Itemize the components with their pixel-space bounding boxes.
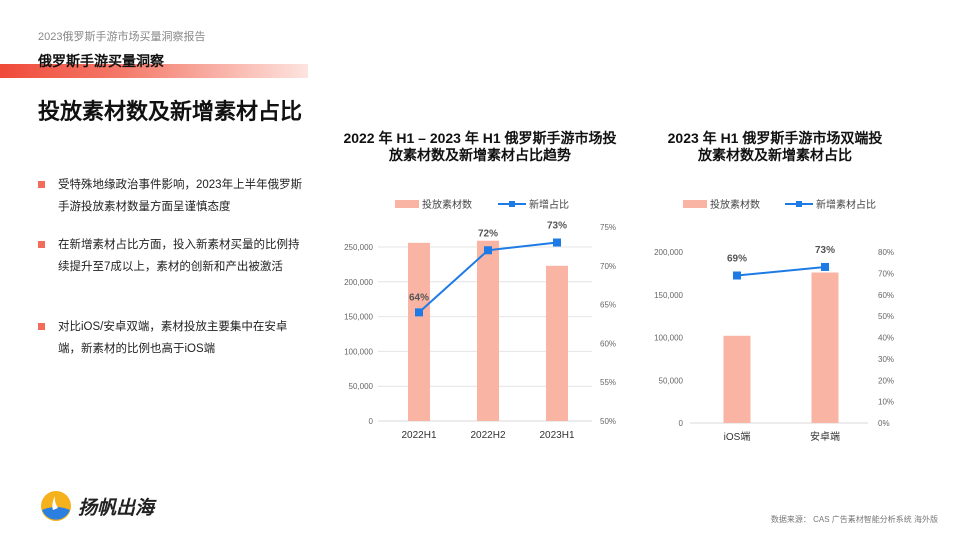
left-tick-label: 50,000 [349, 382, 374, 391]
category-label: 2022H2 [470, 430, 505, 441]
right-tick-label: 40% [878, 334, 894, 343]
left-tick-label: 0 [679, 419, 684, 428]
left-tick-label: 0 [369, 417, 374, 426]
bullet-text: 受特殊地缘政治事件影响，2023年上半年俄罗斯手游投放素材数量方面呈谨慎态度 [58, 179, 303, 213]
logo-text: 扬帆出海 [78, 497, 155, 519]
line-point [553, 238, 561, 247]
data-label: 64% [409, 292, 429, 303]
legend-bar-swatch [395, 200, 419, 208]
left-tick-label: 100,000 [344, 347, 373, 356]
left-tick-label: 150,000 [654, 291, 683, 300]
legend-line-marker [509, 201, 515, 207]
line-series [736, 265, 826, 277]
bullet-marker [38, 181, 45, 188]
right-tick-label: 50% [600, 417, 616, 426]
section-band [0, 64, 308, 78]
right-tick-label: 70% [878, 269, 894, 278]
legend-label: 新增素材占比 [816, 198, 876, 211]
left-tick-label: 150,000 [344, 313, 373, 322]
logo-icon [41, 491, 71, 521]
bar [811, 272, 839, 423]
data-label: 73% [815, 245, 835, 256]
bar [477, 240, 499, 421]
category-label: 2022H1 [401, 430, 436, 441]
right-tick-label: 50% [878, 312, 894, 321]
bullet-item: 在新增素材占比方面，投入新素材买量的比例持续提升至7成以上，素材的创新和产出被激… [38, 234, 308, 278]
legend-label: 投放素材数 [710, 198, 760, 211]
legend-label: 新增占比 [529, 198, 569, 211]
data-label: 69% [727, 254, 747, 265]
data-label: 72% [478, 228, 498, 239]
bullet-text: 在新增素材占比方面，投入新素材买量的比例持续提升至7成以上，素材的创新和产出被激… [58, 239, 300, 273]
left-tick-label: 100,000 [654, 334, 683, 343]
page-title: 投放素材数及新增素材占比 [38, 99, 303, 124]
line-point [484, 246, 492, 255]
data-label: 73% [547, 221, 567, 232]
left-tick-label: 200,000 [344, 278, 373, 287]
right-tick-label: 30% [878, 355, 894, 364]
chart2-title: 2023 年 H1 俄罗斯手游市场双端投放素材数及新增素材占比 [667, 130, 883, 163]
logo: 扬帆出海 [40, 490, 154, 522]
right-tick-label: 0% [878, 419, 890, 428]
report-title: 2023俄罗斯手游市场买量洞察报告 [38, 31, 206, 43]
line-point [821, 262, 829, 271]
bullet-text: 对比iOS/安卓双端，素材投放主要集中在安卓端，新素材的比例也高于iOS端 [58, 321, 288, 355]
right-tick-label: 55% [600, 378, 616, 387]
category-label: 安卓端 [810, 430, 840, 443]
bullet-item: 对比iOS/安卓双端，素材投放主要集中在安卓端，新素材的比例也高于iOS端 [38, 316, 308, 360]
bullet-marker [38, 323, 45, 330]
legend-label: 投放素材数 [422, 198, 472, 211]
chart1-title: 2022 年 H1 – 2023 年 H1 俄罗斯手游市场投放素材数及新增素材占… [343, 130, 617, 163]
right-tick-label: 60% [878, 291, 894, 300]
bullet-marker [38, 241, 45, 248]
category-label: 2023H1 [539, 430, 574, 441]
section-title: 俄罗斯手游买量洞察 [38, 53, 164, 69]
right-tick-label: 60% [600, 339, 616, 348]
data-source: 数据来源： CAS 广告素材智能分析系统 海外版 [770, 515, 938, 524]
category-label: iOS端 [724, 430, 751, 443]
left-tick-label: 50,000 [659, 376, 684, 385]
right-tick-label: 75% [600, 223, 616, 232]
bullet-item: 受特殊地缘政治事件影响，2023年上半年俄罗斯手游投放素材数量方面呈谨慎态度 [38, 174, 308, 218]
bar [408, 242, 430, 421]
bar [723, 335, 751, 423]
right-tick-label: 20% [878, 376, 894, 385]
right-tick-label: 70% [600, 262, 616, 271]
left-tick-label: 250,000 [344, 243, 373, 252]
left-tick-label: 200,000 [654, 248, 683, 257]
line-point [733, 271, 741, 280]
legend-line-marker [796, 201, 802, 207]
right-tick-label: 65% [600, 301, 616, 310]
legend-bar-swatch [683, 200, 707, 208]
right-tick-label: 10% [878, 398, 894, 407]
line-point [415, 308, 423, 317]
right-tick-label: 80% [878, 248, 894, 257]
bar [546, 265, 568, 421]
